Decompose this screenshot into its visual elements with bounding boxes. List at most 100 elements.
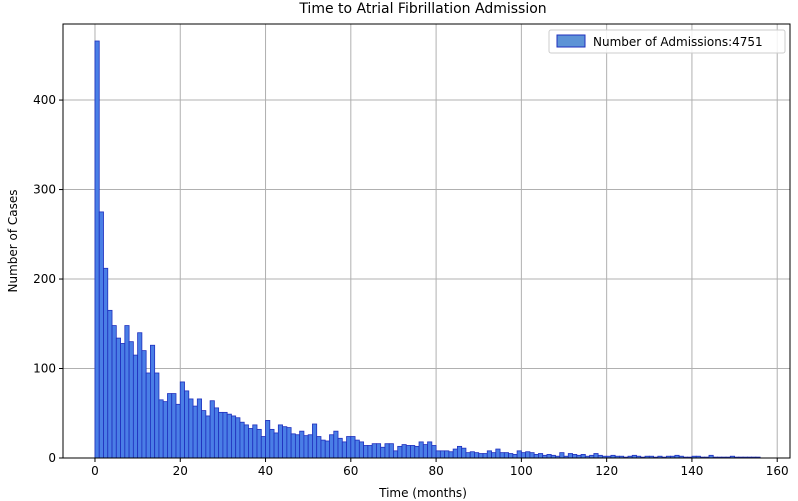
histogram-bar bbox=[533, 454, 539, 459]
histogram-bar bbox=[444, 450, 450, 459]
histogram-bar bbox=[162, 401, 168, 459]
histogram-bar bbox=[192, 405, 198, 459]
x-axis-ticks: 0 20 40 60 80 100 120 140 160 bbox=[91, 458, 789, 478]
histogram-bar bbox=[495, 448, 501, 459]
legend-swatch bbox=[556, 34, 586, 48]
histogram-bar bbox=[486, 450, 492, 459]
y-tick-label: 300 bbox=[33, 183, 56, 197]
histogram-bar bbox=[320, 439, 326, 459]
histogram-bar bbox=[478, 453, 484, 459]
histogram-bar bbox=[512, 454, 518, 459]
plot-frame bbox=[62, 23, 791, 459]
x-axis-label: Time (months) bbox=[378, 486, 467, 500]
histogram-bar bbox=[508, 453, 514, 459]
histogram-bar bbox=[388, 443, 394, 459]
histogram-bar bbox=[286, 427, 292, 459]
histogram-bar bbox=[414, 445, 420, 459]
chart-title: Time to Atrial Fibrillation Admission bbox=[298, 1, 546, 17]
x-tick-label: 20 bbox=[173, 464, 188, 478]
histogram-bar bbox=[290, 433, 296, 459]
x-tick-label: 140 bbox=[680, 464, 703, 478]
histogram-bar bbox=[333, 430, 339, 459]
histogram-bar bbox=[294, 434, 301, 459]
histogram-bar bbox=[222, 411, 228, 459]
histogram-bar bbox=[171, 393, 177, 459]
histogram-bar bbox=[196, 398, 202, 459]
x-tick-label: 0 bbox=[91, 464, 99, 478]
histogram-bar bbox=[188, 398, 194, 459]
histogram-bar bbox=[520, 452, 527, 459]
histogram-bar bbox=[529, 452, 535, 459]
histogram-bar bbox=[303, 435, 309, 459]
histogram-bar bbox=[346, 436, 352, 459]
histogram-bar bbox=[269, 428, 275, 459]
histogram-bar bbox=[384, 443, 390, 459]
histogram-bar bbox=[516, 450, 522, 459]
histogram-bar bbox=[324, 440, 330, 459]
histogram-bar bbox=[218, 411, 224, 459]
histogram-bar bbox=[572, 454, 578, 459]
x-tick-label: 100 bbox=[510, 464, 533, 478]
histogram-bar bbox=[350, 436, 356, 459]
histogram-bar bbox=[115, 337, 121, 459]
histogram-bar bbox=[371, 443, 377, 459]
histogram-bar bbox=[205, 415, 211, 459]
histogram-bar bbox=[150, 344, 156, 459]
x-tick-label: 60 bbox=[343, 464, 358, 478]
histogram-bar bbox=[469, 451, 475, 459]
histogram-bar bbox=[154, 372, 160, 459]
histogram-bar bbox=[243, 424, 249, 459]
histogram-bar bbox=[422, 444, 428, 459]
histogram-bar bbox=[141, 350, 147, 459]
histogram-bar bbox=[358, 441, 365, 459]
histogram-bar bbox=[401, 444, 407, 459]
histogram-bar bbox=[580, 454, 586, 459]
histogram-bar bbox=[567, 453, 573, 459]
histogram-bar bbox=[213, 407, 220, 459]
histogram-bar bbox=[405, 445, 411, 459]
histogram-bar bbox=[316, 436, 322, 459]
x-tick-label: 120 bbox=[595, 464, 618, 478]
histogram-bar bbox=[94, 40, 100, 459]
histogram-bar bbox=[546, 454, 552, 459]
histogram-bar bbox=[435, 450, 441, 459]
histogram-bar bbox=[448, 451, 454, 459]
histogram-bar bbox=[124, 325, 130, 459]
histogram-bar bbox=[397, 445, 403, 459]
legend-box bbox=[548, 29, 786, 54]
histogram-bar bbox=[158, 399, 164, 459]
y-axis-ticks: 0 100 200 300 400 bbox=[33, 93, 63, 465]
histogram-bar bbox=[98, 211, 104, 459]
histogram-bar bbox=[252, 424, 258, 459]
histogram-bar bbox=[465, 452, 471, 459]
histogram-bar bbox=[431, 445, 437, 459]
histogram-bar bbox=[461, 447, 467, 459]
histogram-bar bbox=[410, 445, 416, 459]
y-tick-label: 200 bbox=[33, 272, 56, 286]
histogram-bar bbox=[231, 415, 237, 459]
histogram-bar bbox=[277, 424, 283, 459]
histogram-bar bbox=[201, 410, 207, 459]
histogram-bar bbox=[307, 434, 313, 459]
histogram-bar bbox=[593, 453, 599, 459]
histogram-bar bbox=[329, 434, 335, 459]
histogram-bar bbox=[503, 452, 509, 459]
histogram-bar bbox=[137, 332, 143, 459]
histogram-bar bbox=[167, 393, 173, 459]
histogram-bar bbox=[235, 417, 241, 459]
histogram-bar bbox=[226, 413, 232, 459]
histogram-bar bbox=[474, 452, 480, 459]
histogram-bar bbox=[175, 403, 181, 459]
histogram-bar bbox=[367, 445, 373, 459]
histogram-bar bbox=[337, 437, 343, 459]
histogram-bar bbox=[111, 325, 117, 459]
histogram-bar bbox=[439, 450, 446, 459]
histogram-bar bbox=[209, 400, 215, 459]
x-tick-label: 40 bbox=[258, 464, 273, 478]
histogram-bar bbox=[393, 450, 399, 459]
histogram-bar bbox=[427, 441, 433, 459]
legend: Number of Admissions:4751 bbox=[548, 29, 786, 54]
histogram-bar bbox=[260, 436, 266, 459]
histogram-bar bbox=[418, 441, 424, 459]
